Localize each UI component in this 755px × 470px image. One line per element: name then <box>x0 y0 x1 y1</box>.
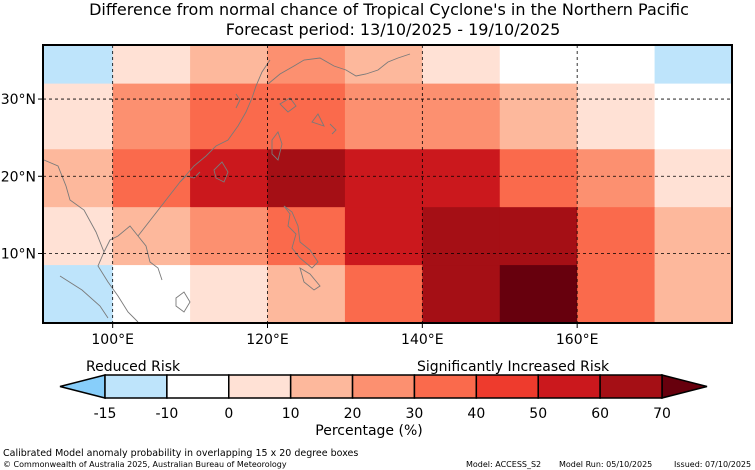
colorbar-tick-label: -10 <box>155 406 178 422</box>
heatmap-cell <box>190 83 269 150</box>
colorbar-tick-label: 60 <box>591 406 609 422</box>
chart-subtitle: Forecast period: 13/10/2025 - 19/10/2025 <box>226 20 561 39</box>
heatmap-cell <box>344 83 423 150</box>
heatmap-cell <box>654 83 733 150</box>
heatmap-cell <box>577 149 656 208</box>
gridlines <box>43 45 732 323</box>
x-tick-label: 120°E <box>246 332 289 348</box>
heatmap-cell <box>267 265 346 324</box>
y-tick-label: 30°N <box>1 92 36 108</box>
heatmap-cell <box>499 83 578 150</box>
map-frame <box>42 44 733 324</box>
heatmap-cell <box>267 83 346 150</box>
x-tick-label: 160°E <box>556 332 599 348</box>
footer-issued: Issued: 07/10/2025 <box>674 460 751 469</box>
y-tick-label: 10°N <box>1 247 36 263</box>
footer-note: Calibrated Model anomaly probability in … <box>3 448 358 459</box>
heatmap-cell <box>112 45 191 85</box>
heatmap-cell <box>267 45 346 85</box>
colorbar-tick-label: -15 <box>94 406 117 422</box>
colorbar-extend-high <box>661 374 708 399</box>
heatmap-cell <box>499 207 578 266</box>
heatmap-cell <box>267 149 346 208</box>
colorbar-segment <box>413 374 478 399</box>
y-tick-label: 20°N <box>1 169 36 185</box>
heatmap-cell <box>654 207 733 266</box>
heatmap-cell <box>43 149 114 208</box>
heatmap-cell <box>654 265 733 324</box>
heatmap-cell <box>422 207 501 266</box>
heatmap-cell <box>190 149 269 208</box>
chart-title: Difference from normal chance of Tropica… <box>89 0 689 19</box>
heatmap-cell <box>112 265 191 324</box>
heatmap-cell <box>43 83 114 150</box>
heatmap-cell <box>344 149 423 208</box>
heatmap-cell <box>112 149 191 208</box>
x-tick-label: 100°E <box>91 332 134 348</box>
heatmap-cell <box>112 83 191 150</box>
colorbar-axis-label: Percentage (%) <box>315 423 422 439</box>
heatmap-cell <box>422 45 501 85</box>
heatmap-cell <box>499 265 578 324</box>
heatmap-cell <box>344 265 423 324</box>
footer-copyright: © Commonwealth of Australia 2025, Austra… <box>3 460 287 469</box>
heatmap-cell <box>190 265 269 324</box>
heatmap-cell <box>654 45 733 85</box>
heatmap-cells <box>43 45 733 324</box>
heatmap-cell <box>577 207 656 266</box>
heatmap-cell <box>43 265 114 324</box>
colorbar-segment <box>537 374 601 399</box>
axis-ticks: 100°E 120°E 140°E 160°E 10°N 20°N 30°N <box>1 92 599 348</box>
heatmap-cell <box>577 83 656 150</box>
colorbar-tick-label: 30 <box>406 406 424 422</box>
colorbar-tick-label: 40 <box>467 406 485 422</box>
colorbar-segment <box>166 374 230 399</box>
heatmap-cell <box>577 265 656 324</box>
heatmap-cell <box>190 207 269 266</box>
heatmap-cell <box>499 45 578 85</box>
heatmap-cell <box>344 45 423 85</box>
colorbar-tick-label: 20 <box>344 406 362 422</box>
colorbar-segment <box>351 374 416 399</box>
colorbar: -15 -10 0 10 20 30 40 50 60 70 <box>59 374 708 422</box>
heatmap-cell <box>43 207 114 266</box>
heatmap-cell <box>422 149 501 208</box>
footer-model: Model: ACCESS_S2 <box>466 460 541 469</box>
footer-model-run: Model Run: 05/10/2025 <box>559 460 652 469</box>
colorbar-segment <box>228 374 292 399</box>
colorbar-extend-low <box>59 374 106 399</box>
heatmap-cell <box>43 45 114 85</box>
colorbar-segment <box>475 374 539 399</box>
heatmap-cell <box>577 45 656 85</box>
colorbar-tick-label: 50 <box>529 406 547 422</box>
heatmap-cell <box>422 265 501 324</box>
heatmap-cell <box>499 149 578 208</box>
colorbar-tick-label: 10 <box>282 406 300 422</box>
heatmap-cell <box>112 207 191 266</box>
increased-risk-label: Significantly Increased Risk <box>417 359 610 375</box>
heatmap-cell <box>344 207 423 266</box>
heatmap-cell <box>267 207 346 266</box>
heatmap-cell <box>190 45 269 85</box>
colorbar-tick-label: 70 <box>653 406 671 422</box>
colorbar-segment <box>289 374 354 399</box>
reduced-risk-label: Reduced Risk <box>86 359 181 375</box>
heatmap-cell <box>654 149 733 208</box>
colorbar-segment <box>599 374 663 399</box>
colorbar-segment <box>104 374 168 399</box>
heatmap-cell <box>422 83 501 150</box>
x-tick-label: 140°E <box>401 332 444 348</box>
coastline-outline <box>43 53 411 323</box>
colorbar-tick-label: 0 <box>224 406 233 422</box>
